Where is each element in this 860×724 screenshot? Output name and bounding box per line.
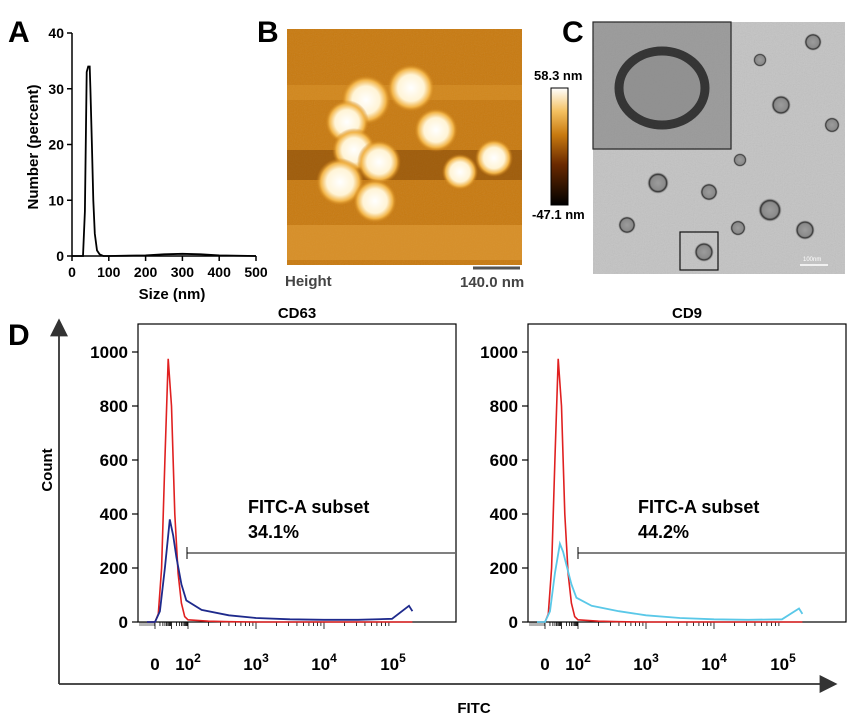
cd63-histogram: CD63 0 200 400 600 800 1000 0 102 103 104 105 FIT… [90,305,457,674]
cd9-x-tick-label: 104 [701,651,727,674]
cd9-x-tick-label: 103 [633,651,659,674]
chart-a-y-tick-label: 40 [48,25,64,41]
cd9-plot-frame [527,323,847,623]
chart-a-y-tick-label: 10 [48,192,64,208]
cd63-plot-frame [137,323,457,623]
cd63-x-tick-label: 104 [311,651,337,674]
cd63-y-tick-label: 800 [100,397,128,416]
cd63-gate-label: FITC-A subset [248,497,369,517]
panel-letter-b: B [257,16,279,49]
afm-vesicle [475,139,513,177]
cd9-sample-curve [537,540,804,623]
tem-vesicle [758,198,782,222]
tem-scale-label: 100nm [803,257,821,263]
shared-y-title: Count [39,448,56,491]
cd63-x-tick-label: 0 [150,655,159,674]
cd9-control-curve [537,358,803,623]
tem-vesicle [753,53,767,67]
tem-vesicles [618,33,840,262]
chart-a-y-tick-label: 30 [48,81,64,97]
afm-scale-label: 140.0 nm [460,274,524,291]
afm-vesicle [316,158,364,206]
cd63-y-tick-label: 600 [100,451,128,470]
chart-a-x-tick-label: 300 [171,264,195,280]
chart-a-x-tick-label: 0 [68,264,76,280]
cd63-y-tick-label: 400 [100,505,128,524]
panel-letter-c: C [562,16,584,49]
afm-image-panel: 58.3 nm -47.1 nm Height 140.0 nm [285,29,585,291]
chart-a-x-tick-label: 500 [244,264,268,280]
cd9-y-tick-label: 600 [490,451,518,470]
chart-a-y-title: Number (percent) [25,84,42,209]
cd9-histogram: CD9 0 200 400 600 800 1000 0 102 103 104 105 FITC… [480,305,847,674]
chart-a-x-tick-label: 200 [134,264,158,280]
afm-height-label: Height [285,273,332,290]
cd9-title: CD9 [672,305,702,322]
cd63-x-tick-label: 105 [380,651,406,674]
shared-x-title: FITC [457,700,490,717]
tem-vesicle [771,95,791,115]
tem-vesicle [730,220,746,236]
cd63-title: CD63 [278,305,316,322]
tem-vesicle [694,242,714,262]
colorbar-max-label: 58.3 nm [534,68,582,83]
afm-vesicle [414,108,458,152]
tem-image-panel: 100nm [592,21,845,274]
tem-vesicle [733,153,747,167]
cd63-x-tick-label: 102 [175,651,201,674]
cd9-y-tick-label: 1000 [480,343,518,362]
afm-colorbar [550,87,569,206]
tem-inset-box [679,231,719,271]
tem-vesicle [618,216,636,234]
cd9-y-tick-label: 400 [490,505,518,524]
flow-cytometry-panel: FITC Count CD63 0 200 400 600 800 1000 0 102 10… [39,305,847,717]
afm-vesicle [353,179,397,223]
colorbar-min-label: -47.1 nm [532,207,585,222]
size-distribution-line [72,65,257,257]
size-distribution-chart: 0 10 20 30 40 0 100 200 300 400 500 Size (nm) Num… [25,25,268,303]
cd63-control-curve [147,358,413,623]
afm-vesicle [357,140,401,184]
chart-a-x-title: Size (nm) [139,286,206,303]
panel-letter-d: D [8,319,30,352]
tem-vesicle [647,172,669,194]
cd63-gate-value: 34.1% [248,522,299,542]
cd9-x-tick-label: 0 [540,655,549,674]
cd9-y-tick-label: 800 [490,397,518,416]
cd63-sample-curve [147,519,414,623]
chart-a-x-tick-label: 100 [97,264,121,280]
tem-vesicle [804,33,822,51]
chart-a-x-tick-label: 400 [208,264,232,280]
chart-a-y-tick-label: 0 [56,248,64,264]
cd9-x-tick-label: 105 [770,651,796,674]
afm-vesicle [442,154,478,190]
cd63-y-tick-label: 200 [100,559,128,578]
cd9-gate-value: 44.2% [638,522,689,542]
cd63-y-tick-label: 1000 [90,343,128,362]
chart-a-y-tick-label: 20 [48,137,64,153]
afm-vesicle [387,64,435,112]
tem-vesicle [700,183,718,201]
cd9-x-tick-label: 102 [565,651,591,674]
tem-vesicle [824,117,840,133]
cd9-y-tick-label: 0 [509,613,518,632]
afm-vesicles [316,64,513,223]
cd63-y-tick-label: 0 [119,613,128,632]
cd9-gate-label: FITC-A subset [638,497,759,517]
tem-vesicle [795,220,815,240]
panel-letter-a: A [8,16,30,49]
tem-inset-vesicle [614,46,710,130]
cd63-x-tick-label: 103 [243,651,269,674]
cd9-y-tick-label: 200 [490,559,518,578]
